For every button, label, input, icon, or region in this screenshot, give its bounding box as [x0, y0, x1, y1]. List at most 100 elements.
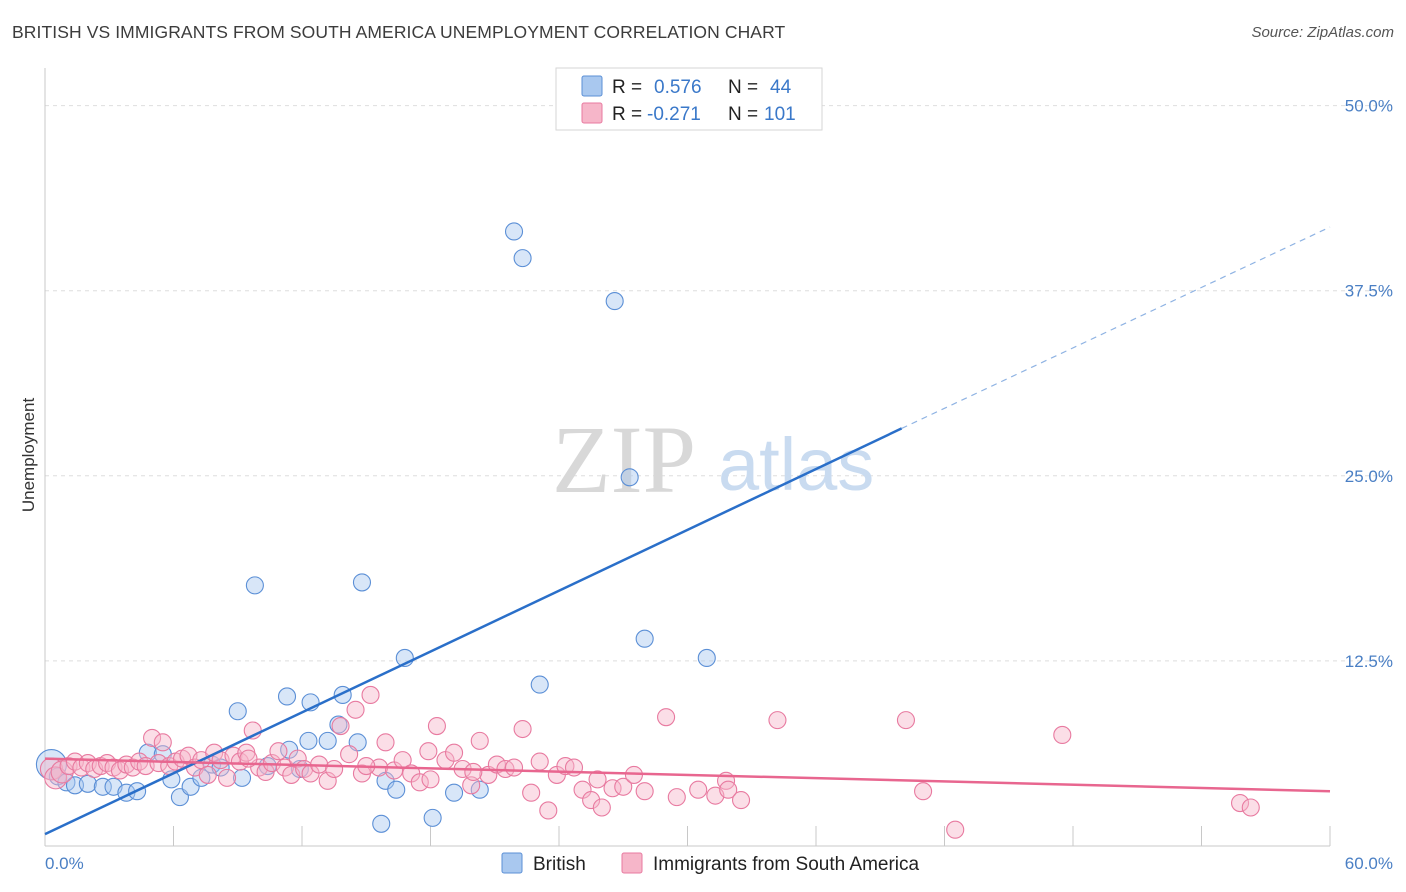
immigrant-point-37: [275, 758, 294, 777]
immigrant-point-49: [361, 685, 380, 705]
immigrant-point-51: [376, 733, 395, 752]
series-legend: British Immigrants from South America: [501, 852, 920, 875]
immigrant-point-18: [153, 733, 172, 752]
immigrant-point-16: [143, 728, 162, 747]
series-label-immigrants: Immigrants from South America: [653, 854, 920, 875]
immigrant-point-62: [470, 731, 489, 750]
legend-r-value-british: 0.576: [654, 77, 702, 98]
y-tick-label-2: 37.5%: [1345, 282, 1393, 301]
source-credit: Source: ZipAtlas.com: [1251, 24, 1394, 41]
immigrant-trend-line: [44, 757, 1331, 793]
british-point-21: [277, 687, 297, 706]
immigrant-point-55: [410, 773, 429, 792]
axes: [44, 68, 1331, 847]
grid-lines: [45, 105, 1392, 662]
immigrant-point-76: [592, 798, 611, 817]
immigrant-point-66: [504, 758, 524, 777]
british-point-33: [387, 780, 406, 799]
series-label-british: British: [533, 854, 586, 875]
british-trend-line: [44, 427, 903, 836]
immigrant-point-70: [539, 801, 558, 820]
watermark-zip: ZIP: [552, 406, 696, 513]
y-tick-label-3: 50.0%: [1345, 97, 1393, 116]
immigrant-point-96: [588, 770, 607, 789]
immigrant-point-69: [530, 752, 549, 771]
series-swatch-immigrants: [621, 852, 643, 874]
immigrant-point-47: [346, 700, 365, 719]
immigrant-point-78: [614, 777, 633, 796]
immigrant-point-92: [1053, 725, 1072, 744]
british-point-13: [181, 777, 200, 796]
legend-swatch-immigrants: [581, 102, 603, 124]
x-tick-label-min: 0.0%: [45, 854, 84, 873]
british-points: [35, 222, 716, 833]
british-point-38: [504, 222, 524, 241]
british-point-26: [318, 731, 337, 750]
y-tick-label-1: 25.0%: [1345, 467, 1393, 486]
immigrant-point-75: [582, 791, 601, 810]
immigrant-point-93: [1231, 794, 1250, 813]
immigrant-point-87: [731, 791, 751, 810]
series-swatch-british: [501, 852, 523, 874]
british-point-43: [635, 629, 654, 648]
y-tick-labels: 12.5% 25.0% 37.5% 50.0%: [1345, 97, 1393, 671]
immigrant-point-83: [689, 780, 708, 799]
british-point-31: [372, 814, 391, 833]
british-point-37: [470, 780, 489, 799]
immigrant-point-59: [445, 743, 464, 762]
immigrant-point-80: [635, 782, 654, 801]
x-tick-label-max: 60.0%: [1345, 854, 1393, 873]
immigrant-points: [39, 685, 1260, 839]
immigrant-point-82: [667, 788, 686, 807]
british-point-39: [513, 249, 532, 268]
immigrant-point-97: [421, 770, 440, 789]
legend-r-label-immigrants: R =: [612, 104, 642, 125]
british-point-42: [620, 468, 639, 487]
legend-n-label-immigrants: N =: [728, 104, 758, 125]
immigrant-point-68: [522, 783, 541, 802]
immigrant-point-89: [896, 711, 916, 730]
immigrant-point-91: [946, 820, 965, 839]
british-point-24: [299, 731, 318, 750]
watermark-atlas: atlas: [718, 423, 874, 506]
british-point-19: [245, 576, 264, 595]
british-trend-extension: [901, 226, 1331, 429]
immigrant-point-94: [1241, 798, 1260, 817]
immigrant-point-73: [564, 758, 584, 777]
legend-r-label-british: R =: [612, 77, 642, 98]
immigrant-point-36: [269, 742, 288, 761]
immigrant-point-25: [198, 765, 217, 784]
legend-n-value-immigrants: 101: [764, 104, 796, 125]
immigrant-point-57: [427, 717, 446, 736]
y-axis-label: Unemployment: [19, 398, 38, 513]
immigrant-point-39: [288, 749, 307, 768]
immigrant-point-88: [768, 711, 787, 730]
british-point-17: [228, 702, 247, 721]
immigrant-point-28: [217, 768, 237, 787]
immigrant-point-95: [464, 762, 483, 782]
british-point-44: [697, 648, 716, 667]
legend-r-value-immigrants: -0.271: [647, 104, 701, 125]
chart-title: BRITISH VS IMMIGRANTS FROM SOUTH AMERICA…: [12, 22, 786, 42]
immigrant-point-44: [325, 759, 344, 779]
immigrant-point-56: [419, 742, 438, 761]
correlation-legend: R = 0.576 N = 44 R = -0.271 N = 101: [555, 67, 823, 131]
british-point-5: [93, 777, 112, 796]
legend-n-value-british: 44: [770, 77, 792, 98]
immigrant-point-81: [657, 708, 676, 727]
x-tick-labels: 0.0% 60.0%: [45, 854, 1393, 873]
legend-n-label-british: N =: [728, 77, 758, 98]
y-tick-label-0: 12.5%: [1345, 652, 1393, 671]
immigrant-point-90: [914, 782, 933, 801]
trend-lines: [44, 226, 1331, 836]
immigrant-point-46: [340, 745, 359, 764]
british-point-36: [445, 783, 464, 802]
immigrant-point-67: [513, 719, 532, 739]
immigrant-point-61: [462, 776, 481, 795]
immigrant-point-45: [331, 717, 350, 736]
watermark: ZIP atlas: [552, 406, 874, 513]
british-point-41: [605, 292, 624, 311]
british-point-35: [423, 808, 442, 827]
british-point-30: [352, 573, 372, 592]
